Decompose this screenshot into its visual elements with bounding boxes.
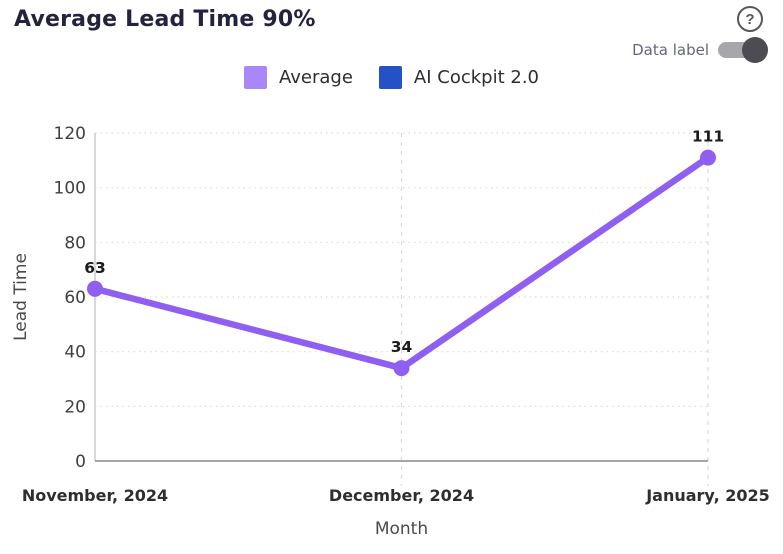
data-point[interactable]: [700, 149, 716, 166]
page-title: Average Lead Time 90%: [14, 7, 316, 32]
legend-item-label: AI Cockpit 2.0: [413, 67, 539, 88]
y-tick-label: 20: [64, 397, 86, 417]
data-label-toggle-label: Data label: [632, 41, 709, 59]
y-tick-label: 120: [54, 124, 86, 144]
data-point-label: 111: [692, 128, 724, 146]
y-tick-label: 60: [64, 288, 86, 308]
x-axis-title: Month: [375, 519, 428, 539]
average-swatch: [244, 66, 267, 89]
legend: Average AI Cockpit 2.0: [0, 66, 783, 89]
y-tick-label: 40: [64, 343, 86, 363]
x-tick-label: November, 2024: [22, 486, 168, 505]
help-icon[interactable]: ?: [737, 6, 763, 32]
y-tick-label: 100: [54, 179, 86, 199]
y-tick-label: 80: [64, 233, 86, 253]
x-tick-label: December, 2024: [329, 486, 474, 505]
legend-item-ai-cockpit[interactable]: AI Cockpit 2.0: [378, 66, 539, 89]
x-tick-label: January, 2025: [645, 486, 770, 505]
data-label-controls: Data label: [632, 37, 768, 63]
data-label-toggle[interactable]: [718, 37, 768, 63]
legend-item-label: Average: [279, 67, 353, 88]
legend-item-average[interactable]: Average: [244, 66, 353, 89]
data-point-label: 63: [84, 259, 106, 277]
data-point[interactable]: [87, 280, 103, 297]
data-point[interactable]: [393, 360, 410, 377]
y-tick-label: 0: [75, 452, 86, 472]
toggle-knob: [742, 37, 768, 63]
ai-cockpit-swatch: [378, 66, 402, 89]
y-axis-title: Lead Time: [11, 253, 31, 341]
data-point-label: 34: [391, 338, 413, 356]
